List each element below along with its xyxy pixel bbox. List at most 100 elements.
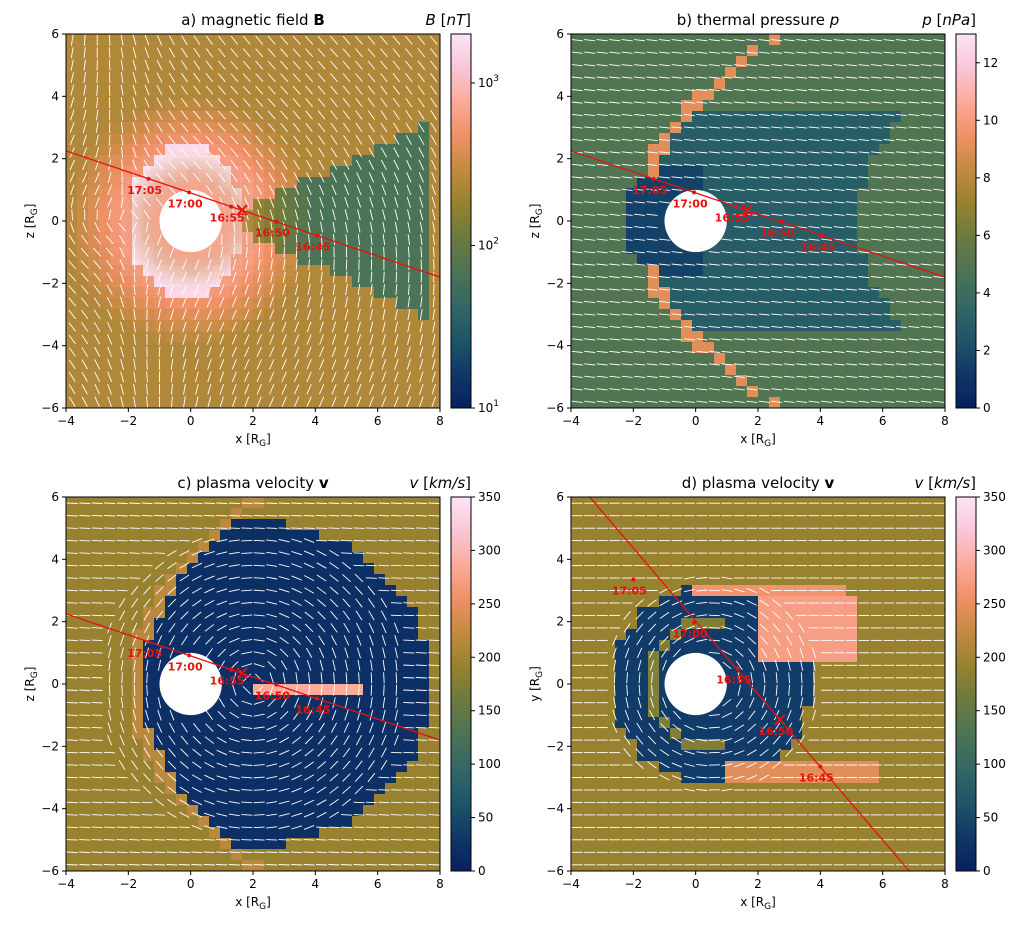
quiver-arrow xyxy=(106,197,113,208)
heatmap-cell xyxy=(143,772,155,784)
quiver-arrow xyxy=(933,64,945,67)
heatmap-cell xyxy=(77,596,89,608)
heatmap-cell xyxy=(868,342,880,354)
heatmap-cell xyxy=(319,45,331,57)
heatmap-cell xyxy=(824,177,836,189)
heatmap-cell xyxy=(648,199,660,211)
quiver-arrow xyxy=(293,184,300,195)
heatmap-cell xyxy=(99,761,111,773)
quiver-arrow xyxy=(293,135,301,145)
heatmap-cell xyxy=(187,144,199,156)
heatmap-cell xyxy=(297,89,309,101)
heatmap-cell xyxy=(648,364,660,376)
heatmap-cell xyxy=(385,243,397,255)
heatmap-cell xyxy=(934,320,945,332)
quiver-arrow xyxy=(783,325,795,329)
heatmap-cell xyxy=(275,695,287,707)
heatmap-cell xyxy=(99,706,111,718)
quiver-arrow xyxy=(571,226,583,229)
quiver-arrow xyxy=(93,284,101,295)
heatmap-cell xyxy=(912,276,924,288)
heatmap-cell xyxy=(253,816,265,828)
heatmap-cell xyxy=(780,309,792,321)
time-label: 16:50 xyxy=(760,227,795,240)
heatmap-cell xyxy=(890,375,902,387)
heatmap-cell xyxy=(593,331,605,343)
heatmap-cell xyxy=(121,530,133,542)
heatmap-cell xyxy=(890,265,902,277)
quiver-arrow xyxy=(634,64,646,67)
quiver-arrow xyxy=(621,226,633,229)
heatmap-cell xyxy=(308,662,320,674)
quiver-arrow xyxy=(895,51,907,54)
heatmap-cell xyxy=(110,497,122,509)
heatmap-cell xyxy=(264,111,276,123)
quiver-arrow xyxy=(81,309,89,320)
heatmap-cell xyxy=(176,78,188,90)
heatmap-cell xyxy=(308,309,320,321)
quiver-arrow xyxy=(293,359,300,370)
heatmap-cell xyxy=(319,89,331,101)
heatmap-cell xyxy=(187,717,199,729)
heatmap-cell xyxy=(637,188,649,200)
quiver-arrow xyxy=(908,113,920,117)
quiver-arrow xyxy=(883,64,895,67)
heatmap-cell xyxy=(297,298,309,310)
heatmap-cell xyxy=(132,618,144,630)
heatmap-cell xyxy=(868,155,880,167)
quiver-arrow xyxy=(205,48,213,58)
quiver-arrow xyxy=(317,73,326,83)
quiver-arrow xyxy=(217,135,226,145)
heatmap-cell xyxy=(791,287,803,299)
heatmap-cell xyxy=(868,298,880,310)
heatmap-cell xyxy=(297,574,309,586)
quiver-arrow xyxy=(305,60,314,70)
quiver-arrow xyxy=(920,350,932,353)
quiver-arrow xyxy=(596,126,608,129)
quiver-arrow xyxy=(82,147,88,158)
heatmap-cell xyxy=(736,221,748,233)
heatmap-cell xyxy=(813,232,825,244)
heatmap-cell xyxy=(385,45,397,57)
quiver-arrow xyxy=(746,363,758,366)
heatmap-cell xyxy=(330,287,342,299)
quiver-arrow xyxy=(646,363,658,366)
heatmap-cell xyxy=(703,45,715,57)
quiver-arrow xyxy=(920,226,932,229)
quiver-arrow xyxy=(696,300,708,304)
heatmap-cell xyxy=(253,188,265,200)
heatmap-cell xyxy=(308,585,320,597)
heatmap-cell xyxy=(264,254,276,266)
quiver-arrow xyxy=(634,101,646,104)
quiver-arrow xyxy=(833,263,845,266)
heatmap-cell xyxy=(231,706,243,718)
heatmap-cell xyxy=(286,56,298,68)
quiver-arrow xyxy=(721,363,733,366)
quiver-arrow xyxy=(432,321,436,333)
heatmap-cell xyxy=(220,651,232,663)
heatmap-cell xyxy=(571,243,583,255)
heatmap-cell xyxy=(374,210,386,222)
heatmap-cell xyxy=(604,166,616,178)
heatmap-cell xyxy=(604,67,616,79)
quiver-arrow xyxy=(683,263,695,266)
quiver-arrow xyxy=(746,138,758,142)
heatmap-cell xyxy=(77,111,89,123)
heatmap-cell xyxy=(209,530,221,542)
quiver-arrow xyxy=(609,151,621,154)
heatmap-cell xyxy=(396,287,408,299)
heatmap-cell xyxy=(857,78,869,90)
heatmap-cell xyxy=(582,89,594,101)
quiver-arrow xyxy=(194,271,200,283)
quiver-arrow xyxy=(357,234,361,246)
heatmap-cell xyxy=(253,111,265,123)
quiver-arrow xyxy=(808,400,820,403)
heatmap-cell xyxy=(242,629,254,641)
heatmap-cell xyxy=(77,56,89,68)
quiver-arrow xyxy=(280,122,288,133)
heatmap-cell xyxy=(890,111,902,123)
heatmap-cell xyxy=(374,67,386,79)
quiver-arrow xyxy=(584,176,596,179)
heatmap-cell xyxy=(286,717,298,729)
